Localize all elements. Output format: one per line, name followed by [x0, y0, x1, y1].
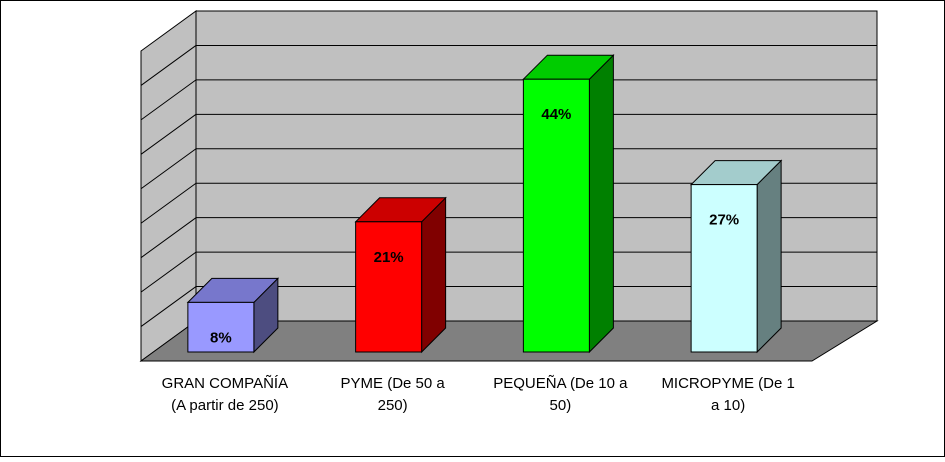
data-label: 44%	[541, 106, 571, 123]
data-label: 21%	[374, 249, 404, 266]
bar	[691, 185, 757, 352]
category-label-line: PYME (De 50 a	[308, 373, 478, 395]
category-label-line: MICROPYME (De 1	[643, 373, 813, 395]
category-label-line: 250)	[308, 395, 478, 417]
bar-side	[589, 55, 613, 352]
category-label: PYME (De 50 a 250)	[308, 373, 478, 417]
bar-side	[757, 161, 781, 352]
category-label: GRAN COMPAÑÍA (A partir de 250)	[140, 373, 310, 417]
data-label: 27%	[709, 212, 739, 229]
category-label-line: (A partir de 250)	[140, 395, 310, 417]
data-label: 8%	[210, 329, 232, 346]
category-label-line: a 10)	[643, 395, 813, 417]
bar	[356, 222, 422, 352]
category-label: PEQUEÑA (De 10 a 50)	[475, 373, 645, 417]
category-label-line: PEQUEÑA (De 10 a	[475, 373, 645, 395]
category-label-line: GRAN COMPAÑÍA	[140, 373, 310, 395]
bar-side	[422, 198, 446, 352]
category-label-line: 50)	[475, 395, 645, 417]
